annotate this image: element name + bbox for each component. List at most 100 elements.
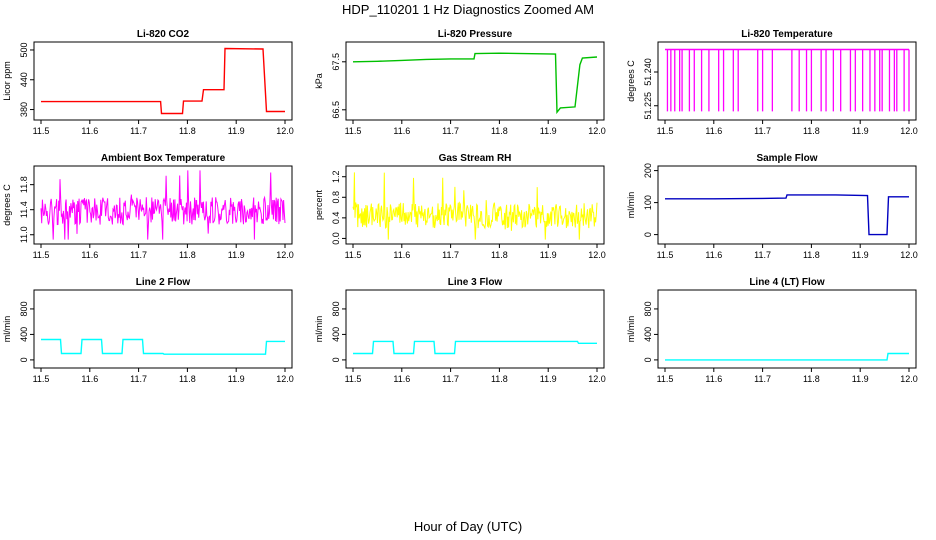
series-line <box>41 47 285 115</box>
x-tick-label: 11.6 <box>393 374 410 384</box>
x-tick-label: 12.0 <box>588 250 606 260</box>
y-axis-label: degrees C <box>626 60 636 102</box>
x-tick-label: 11.9 <box>852 374 869 384</box>
plot-frame <box>345 41 605 121</box>
panel-title: Li-820 Pressure <box>438 29 513 40</box>
y-tick-label: 500 <box>19 42 29 57</box>
x-tick-label: 11.8 <box>179 250 196 260</box>
panel-li-820-pressure: Li-820 Pressure kPa 11.5 11.6 11.7 11.8 11.9 12… <box>314 29 606 136</box>
panel-li-820-temperature: Li-820 Temperature degrees C 11.5 11.6 11.7 1… <box>626 29 918 136</box>
x-tick-label: 11.6 <box>705 126 722 136</box>
plot-frame <box>657 289 917 369</box>
panel-gas-stream-rh: Gas Stream RH percent 11.5 11.6 11.7 11.8 11.9… <box>314 153 606 260</box>
panel-title: Li-820 Temperature <box>741 29 833 40</box>
x-tick-label: 11.5 <box>657 126 674 136</box>
plot-frame <box>345 289 605 369</box>
x-tick-label: 11.8 <box>179 374 196 384</box>
panel-title: Line 2 Flow <box>136 277 191 288</box>
plot-frame <box>345 165 605 245</box>
y-tick-label: 0.8 <box>331 191 341 204</box>
x-tick-label: 11.9 <box>228 374 245 384</box>
y-tick-label: 11.4 <box>19 201 29 218</box>
series-line <box>665 352 909 361</box>
plot-frame <box>33 289 293 369</box>
x-tick-label: 11.8 <box>491 250 508 260</box>
y-axis-label: degrees C <box>2 184 12 226</box>
x-tick-label: 12.0 <box>276 374 294 384</box>
plot-frame <box>33 41 293 121</box>
x-tick-label: 11.7 <box>442 250 459 260</box>
y-tick-label: 800 <box>643 301 653 316</box>
plot-frame <box>657 41 917 121</box>
x-tick-label: 11.9 <box>228 126 245 136</box>
panel-ambient-box-temperature: Ambient Box Temperature degrees C 11.5 11.6… <box>2 153 294 260</box>
x-tick-label: 11.8 <box>179 126 196 136</box>
series-line <box>41 338 285 355</box>
x-tick-label: 11.7 <box>754 374 771 384</box>
x-tick-label: 11.7 <box>130 250 147 260</box>
x-tick-label: 11.8 <box>803 374 820 384</box>
x-tick-label: 11.5 <box>657 250 674 260</box>
y-axis-label: kPa <box>314 73 324 89</box>
plot-frame <box>33 165 293 245</box>
y-tick-label: 0.4 <box>331 212 341 225</box>
x-tick-label: 11.6 <box>393 126 410 136</box>
x-tick-label: 11.7 <box>130 126 147 136</box>
x-tick-label: 11.9 <box>540 126 557 136</box>
figure-title: HDP_110201 1 Hz Diagnostics Zoomed AM <box>342 2 594 17</box>
series-line <box>353 340 597 355</box>
y-axis-label: ml/min <box>314 316 324 343</box>
x-tick-label: 11.6 <box>393 250 410 260</box>
y-tick-label: 800 <box>331 301 341 316</box>
x-tick-label: 11.7 <box>754 250 771 260</box>
y-tick-label: 400 <box>643 327 653 342</box>
y-tick-label: 100 <box>643 195 653 210</box>
panel-title: Line 3 Flow <box>448 277 503 288</box>
x-tick-label: 12.0 <box>900 374 918 384</box>
x-tick-label: 11.6 <box>81 374 98 384</box>
y-tick-label: 11.0 <box>19 226 29 243</box>
y-axis-label: ml/min <box>626 192 636 219</box>
x-tick-label: 12.0 <box>588 374 606 384</box>
y-tick-label: 0 <box>331 357 341 362</box>
panel-line-3-flow: Line 3 Flow ml/min 11.5 11.6 11.7 11.8 11.9 12.… <box>314 277 606 384</box>
series-line <box>665 194 909 236</box>
y-tick-label: 1.2 <box>331 170 341 183</box>
y-tick-label: 66.5 <box>331 101 341 119</box>
y-tick-label: 0 <box>19 357 29 362</box>
plot-frame <box>657 165 917 245</box>
x-tick-label: 11.7 <box>442 374 459 384</box>
panel-line-2-flow: Line 2 Flow ml/min 11.5 11.6 11.7 11.8 11.9 12.… <box>2 277 294 384</box>
x-tick-label: 12.0 <box>900 126 918 136</box>
y-tick-label: 0 <box>643 232 653 237</box>
y-tick-label: 11.8 <box>19 176 29 193</box>
x-tick-label: 11.6 <box>81 250 98 260</box>
y-tick-label: 400 <box>19 327 29 342</box>
x-tick-label: 12.0 <box>276 126 294 136</box>
panel-title: Gas Stream RH <box>439 153 512 164</box>
y-tick-label: 800 <box>19 301 29 316</box>
x-tick-label: 11.5 <box>33 250 50 260</box>
x-tick-label: 11.5 <box>345 126 362 136</box>
x-tick-label: 11.5 <box>33 126 50 136</box>
x-tick-label: 11.8 <box>491 374 508 384</box>
x-tick-label: 11.5 <box>345 250 362 260</box>
y-tick-label: 380 <box>19 102 29 117</box>
panel-title: Li-820 CO2 <box>137 29 190 40</box>
x-tick-label: 11.9 <box>852 250 869 260</box>
x-tick-label: 11.5 <box>33 374 50 384</box>
panel-sample-flow: Sample Flow ml/min 11.5 11.6 11.7 11.8 11.9 12.… <box>626 153 918 260</box>
figure-x-axis-label: Hour of Day (UTC) <box>414 519 522 534</box>
x-tick-label: 12.0 <box>900 250 918 260</box>
panel-line-4-lt-flow: Line 4 (LT) Flow ml/min 11.5 11.6 11.7 11.8 11… <box>626 277 918 384</box>
x-tick-label: 11.9 <box>852 126 869 136</box>
x-tick-label: 11.7 <box>442 126 459 136</box>
y-tick-label: 67.5 <box>331 53 341 71</box>
panel-title: Sample Flow <box>756 153 817 164</box>
y-tick-label: 51.240 <box>643 58 653 86</box>
y-axis-label: Licor ppm <box>2 61 12 101</box>
x-tick-label: 11.5 <box>657 374 674 384</box>
series-line <box>352 172 598 240</box>
x-tick-label: 11.8 <box>803 126 820 136</box>
y-axis-label: ml/min <box>626 316 636 343</box>
